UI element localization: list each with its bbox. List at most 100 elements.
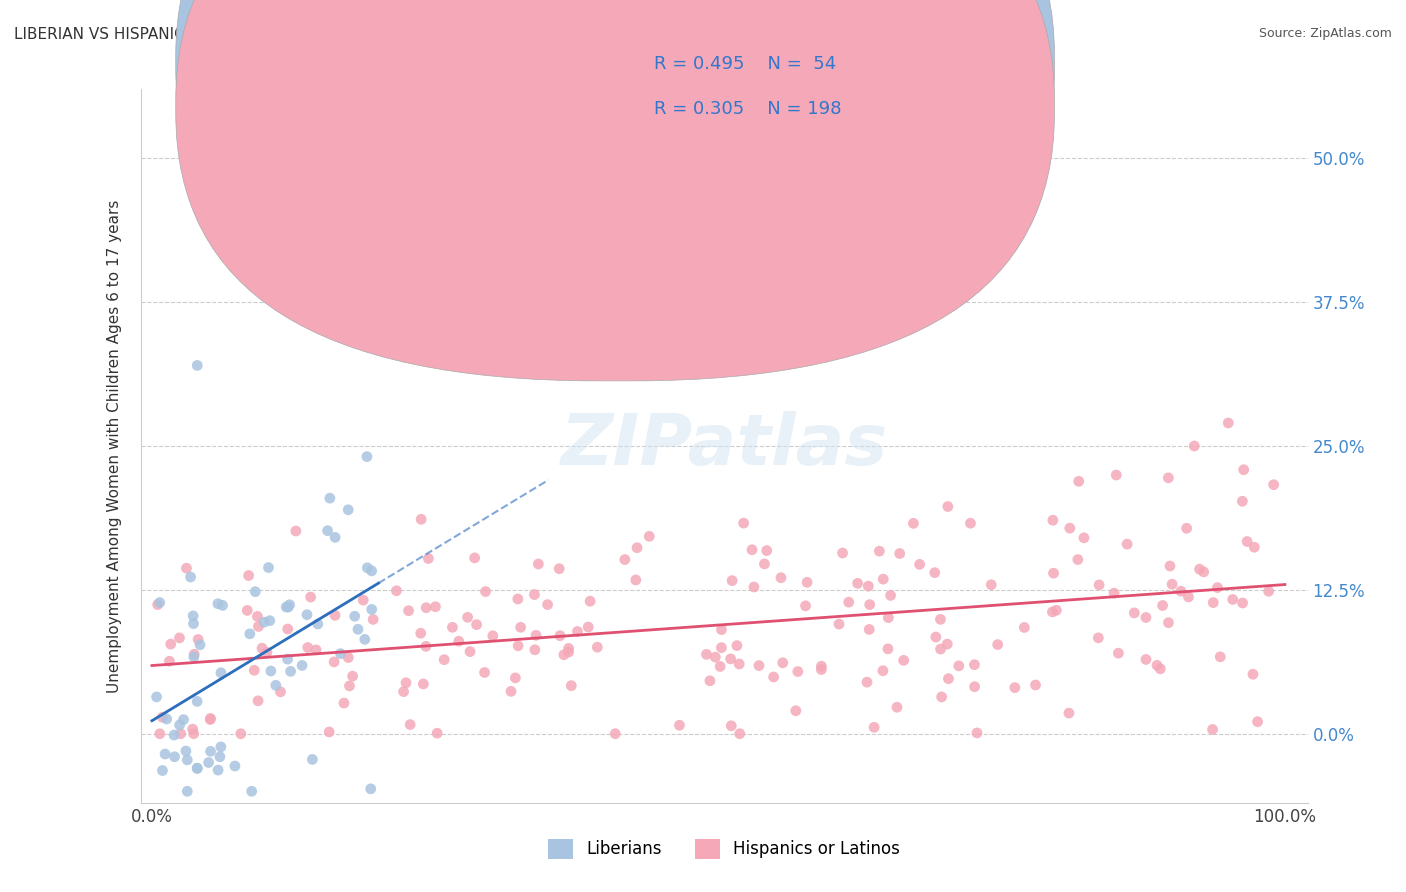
Point bbox=[169, 727, 191, 741]
Text: Source: ZipAtlas.com: Source: ZipAtlas.com bbox=[1258, 27, 1392, 40]
Point bbox=[742, 580, 765, 594]
Point bbox=[886, 700, 908, 714]
Point bbox=[1243, 540, 1265, 554]
Point bbox=[605, 727, 627, 741]
Point bbox=[1042, 566, 1064, 581]
Point bbox=[305, 643, 328, 657]
Point bbox=[347, 622, 370, 636]
Point bbox=[586, 640, 609, 655]
Point bbox=[323, 655, 346, 669]
Point bbox=[457, 610, 479, 624]
Point bbox=[966, 726, 988, 740]
Point bbox=[353, 632, 375, 647]
Point bbox=[506, 591, 529, 606]
Point bbox=[1057, 706, 1080, 720]
Point bbox=[1025, 678, 1047, 692]
Point bbox=[710, 623, 733, 637]
Point bbox=[229, 727, 252, 741]
Point bbox=[247, 619, 270, 633]
Point bbox=[626, 541, 648, 555]
Point bbox=[465, 617, 488, 632]
Point bbox=[903, 516, 925, 531]
Point bbox=[810, 663, 832, 677]
Point bbox=[720, 719, 742, 733]
Point bbox=[931, 690, 953, 704]
Point bbox=[239, 627, 262, 641]
Point bbox=[728, 657, 751, 671]
Point bbox=[1177, 590, 1199, 604]
Point bbox=[893, 653, 915, 667]
Point bbox=[356, 450, 378, 464]
Point bbox=[567, 624, 589, 639]
Point bbox=[360, 781, 382, 796]
Point bbox=[183, 649, 205, 664]
Point bbox=[936, 637, 959, 651]
Point bbox=[796, 575, 818, 590]
Point bbox=[1045, 603, 1067, 617]
Point bbox=[257, 560, 280, 574]
Point bbox=[576, 620, 599, 634]
Point bbox=[755, 543, 778, 558]
Point bbox=[536, 598, 558, 612]
Point bbox=[1192, 565, 1215, 579]
Point bbox=[259, 614, 281, 628]
Point bbox=[858, 623, 880, 637]
Point bbox=[1135, 610, 1157, 624]
Point bbox=[769, 571, 792, 585]
Point bbox=[173, 713, 195, 727]
Point bbox=[474, 665, 496, 680]
Point bbox=[186, 761, 208, 775]
Point bbox=[200, 711, 222, 725]
Point bbox=[186, 359, 208, 373]
Point bbox=[1004, 681, 1026, 695]
Point bbox=[1161, 577, 1184, 591]
Point bbox=[169, 631, 191, 645]
Point bbox=[458, 644, 481, 658]
Point bbox=[1157, 615, 1180, 630]
Point bbox=[411, 512, 433, 526]
Point bbox=[938, 672, 960, 686]
Point bbox=[523, 642, 546, 657]
Point bbox=[152, 764, 174, 778]
Point bbox=[1241, 667, 1264, 681]
Point bbox=[307, 617, 329, 632]
Point bbox=[200, 744, 222, 758]
Point bbox=[1059, 521, 1081, 535]
Point bbox=[810, 659, 832, 673]
Point bbox=[889, 547, 911, 561]
Point bbox=[253, 615, 276, 630]
Point bbox=[948, 658, 970, 673]
Point bbox=[785, 704, 807, 718]
Point bbox=[1182, 439, 1205, 453]
Point bbox=[441, 620, 464, 634]
Point bbox=[1206, 581, 1229, 595]
Point bbox=[509, 620, 531, 634]
Point bbox=[301, 752, 323, 766]
Point bbox=[260, 664, 283, 678]
Point bbox=[959, 516, 981, 531]
Point bbox=[181, 608, 204, 623]
Point bbox=[1149, 662, 1171, 676]
Point bbox=[548, 629, 571, 643]
Point bbox=[1042, 513, 1064, 527]
Point bbox=[1159, 559, 1181, 574]
Point bbox=[299, 590, 322, 604]
Point bbox=[319, 491, 342, 505]
Point bbox=[360, 564, 382, 578]
Point bbox=[176, 561, 198, 575]
Point bbox=[728, 727, 751, 741]
Point bbox=[838, 595, 860, 609]
Point bbox=[208, 749, 231, 764]
Point bbox=[936, 500, 959, 514]
Point bbox=[710, 640, 733, 655]
Point bbox=[1087, 631, 1109, 645]
Point bbox=[183, 727, 205, 741]
Point bbox=[163, 749, 186, 764]
Point bbox=[1073, 531, 1095, 545]
Point bbox=[211, 599, 233, 613]
Point bbox=[339, 679, 361, 693]
Text: R = 0.305    N = 198: R = 0.305 N = 198 bbox=[654, 100, 841, 118]
Point bbox=[721, 574, 744, 588]
Point bbox=[278, 598, 301, 612]
Point bbox=[176, 753, 198, 767]
